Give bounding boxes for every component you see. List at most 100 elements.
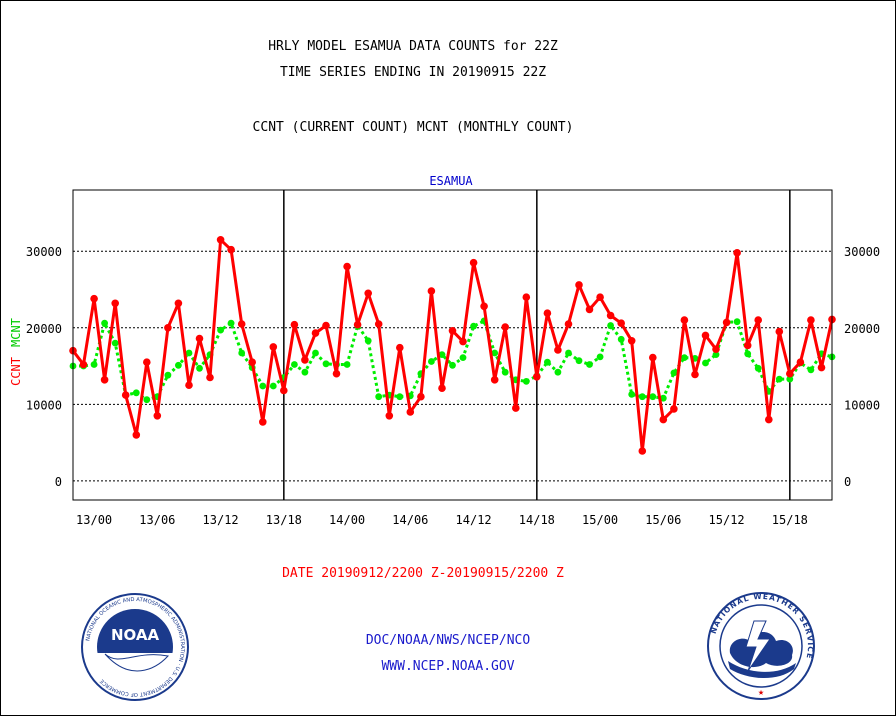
y-tick-label-left: 30000: [26, 245, 62, 259]
point-mcnt: [343, 361, 351, 368]
y-tick-label-right: 20000: [844, 322, 880, 336]
point-ccnt: [206, 373, 214, 382]
point-ccnt: [638, 447, 647, 455]
point-ccnt: [259, 418, 267, 426]
point-ccnt: [554, 346, 562, 354]
point-ccnt: [480, 302, 488, 311]
point-ccnt: [754, 316, 762, 324]
point-mcnt: [554, 368, 562, 376]
point-ccnt: [427, 287, 436, 295]
point-ccnt: [459, 337, 467, 346]
y-tick-label-right: 30000: [844, 245, 880, 259]
point-ccnt: [332, 369, 341, 378]
point-mcnt: [744, 350, 752, 358]
point-ccnt: [680, 316, 689, 324]
point-ccnt: [353, 320, 362, 329]
point-mcnt: [565, 349, 572, 357]
point-mcnt: [269, 382, 277, 390]
point-ccnt: [90, 294, 98, 303]
point-ccnt: [280, 386, 288, 395]
point-mcnt: [238, 349, 246, 357]
point-ccnt: [237, 320, 246, 328]
point-ccnt: [627, 337, 636, 345]
point-ccnt: [216, 236, 225, 244]
point-mcnt: [375, 393, 383, 401]
x-tick-label: 14/12: [456, 513, 492, 527]
point-ccnt: [596, 293, 604, 302]
point-ccnt: [322, 321, 330, 330]
point-mcnt: [396, 393, 404, 401]
star-icon: ★: [758, 687, 764, 698]
svg-text:CCNTMCNT: CCNT MCNT: [9, 318, 23, 386]
y-tick-label-left: 20000: [26, 322, 62, 336]
panel-label: ESAMUA: [429, 174, 473, 188]
x-tick-label: 15/12: [709, 513, 745, 527]
point-mcnt: [754, 364, 762, 372]
x-tick-labels: 13/00 13/06 13/12 13/18 14/00 14/06 14/12 14/18…: [76, 513, 808, 527]
point-mcnt: [259, 382, 267, 390]
y-axis-label-ccnt: CCNT: [9, 357, 23, 386]
point-mcnt: [470, 322, 477, 330]
point-mcnt: [712, 351, 720, 358]
point-ccnt: [121, 391, 130, 399]
point-mcnt: [111, 339, 119, 347]
point-mcnt: [101, 319, 108, 327]
day-dividers: [283, 190, 791, 500]
point-mcnt: [638, 393, 646, 401]
point-ccnt: [164, 324, 172, 332]
point-mcnt: [491, 349, 499, 357]
point-ccnt: [248, 358, 256, 367]
x-tick-label: 14/00: [329, 513, 365, 527]
point-mcnt: [132, 389, 140, 397]
point-ccnt: [670, 405, 678, 413]
point-mcnt: [438, 351, 446, 358]
point-ccnt: [786, 369, 794, 378]
point-mcnt: [522, 378, 530, 385]
x-tick-label: 13/00: [76, 513, 112, 527]
point-mcnt: [775, 375, 783, 383]
point-mcnt: [596, 353, 604, 361]
footer-url[interactable]: WWW.NCEP.NOAA.GOV: [381, 659, 515, 674]
x-tick-label: 14/18: [519, 513, 555, 527]
point-ccnt: [701, 331, 710, 340]
footer-agency: DOC/NOAA/NWS/NCEP/NCO: [365, 633, 531, 648]
point-ccnt: [743, 341, 752, 350]
point-ccnt: [438, 384, 446, 393]
point-mcnt: [659, 394, 667, 402]
point-mcnt: [702, 359, 709, 367]
point-ccnt: [649, 353, 657, 362]
point-ccnt: [691, 370, 699, 379]
point-mcnt: [164, 371, 172, 379]
point-ccnt: [385, 412, 394, 420]
point-ccnt: [775, 327, 784, 336]
point-mcnt: [501, 368, 509, 376]
point-ccnt: [143, 358, 151, 367]
point-ccnt: [185, 381, 193, 390]
point-ccnt: [585, 305, 594, 314]
point-ccnt: [733, 249, 741, 257]
point-mcnt: [544, 358, 551, 366]
point-ccnt: [406, 408, 415, 416]
point-mcnt: [449, 361, 456, 369]
y-tick-label-left: 0: [55, 475, 62, 489]
nws-logo: NATIONAL WEATHER SERVICE ★: [707, 592, 815, 700]
point-ccnt: [501, 323, 510, 331]
series-line-ccnt: [71, 238, 834, 453]
point-ccnt: [606, 311, 615, 320]
point-mcnt: [459, 354, 467, 361]
x-axis-label: DATE 20190912/2200 Z-20190915/2200 Z: [282, 566, 564, 581]
chart-subtitle: CCNT (CURRENT COUNT) MCNT (MONTHLY COUNT…: [252, 120, 574, 135]
point-ccnt: [712, 345, 720, 354]
point-ccnt: [343, 262, 351, 271]
point-ccnt: [817, 363, 826, 372]
point-ccnt: [522, 293, 531, 302]
point-mcnt: [681, 354, 688, 361]
x-tick-label: 13/12: [203, 513, 239, 527]
point-ccnt: [396, 343, 404, 352]
point-mcnt: [196, 364, 203, 372]
point-mcnt: [301, 368, 309, 376]
point-ccnt: [722, 318, 731, 327]
point-ccnt: [807, 316, 815, 324]
point-mcnt: [143, 396, 151, 404]
